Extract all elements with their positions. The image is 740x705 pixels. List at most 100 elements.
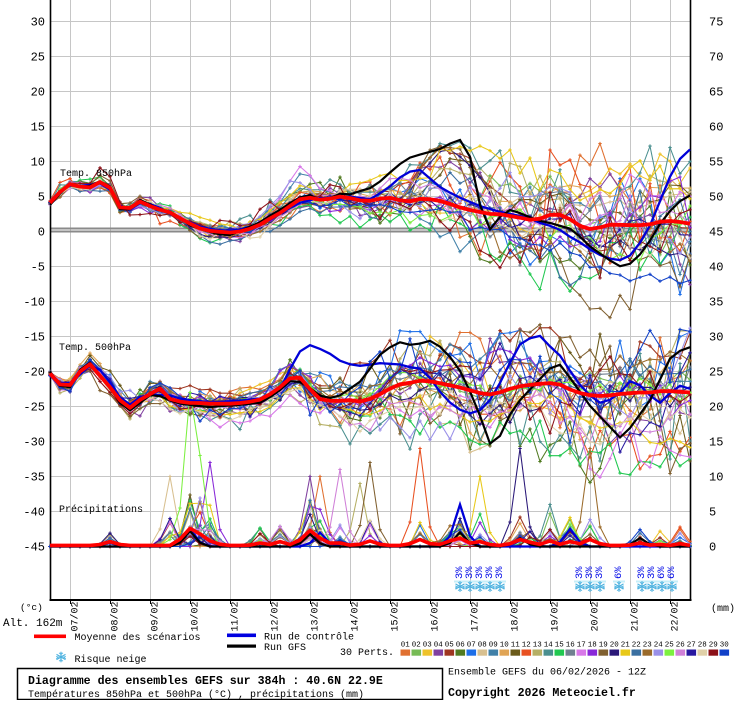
- svg-text:3%: 3%: [484, 566, 496, 579]
- svg-text:3%: 3%: [636, 566, 648, 579]
- svg-text:21: 21: [621, 642, 631, 650]
- svg-text:10: 10: [709, 471, 723, 485]
- svg-text:Temp. 500hPa: Temp. 500hPa: [59, 342, 131, 354]
- svg-text:07: 07: [467, 642, 476, 650]
- svg-text:3%: 3%: [574, 566, 586, 579]
- svg-text:-25: -25: [23, 401, 45, 415]
- svg-text:(°c): (°c): [20, 602, 43, 613]
- svg-text:-35: -35: [23, 471, 45, 485]
- svg-text:3%: 3%: [474, 566, 486, 579]
- svg-text:Alt. 162m: Alt. 162m: [3, 618, 63, 630]
- svg-text:3%: 3%: [594, 566, 606, 579]
- svg-text:55: 55: [709, 156, 723, 170]
- svg-text:07/02: 07/02: [70, 601, 82, 631]
- svg-text:-20: -20: [23, 366, 45, 380]
- svg-text:10: 10: [31, 156, 45, 170]
- svg-text:28: 28: [698, 642, 707, 650]
- svg-text:75: 75: [709, 16, 723, 30]
- svg-text:-30: -30: [23, 436, 45, 450]
- svg-text:6%: 6%: [666, 566, 678, 579]
- svg-text:17: 17: [577, 642, 586, 650]
- svg-text:08: 08: [478, 642, 487, 650]
- svg-text:01: 01: [401, 642, 411, 650]
- svg-text:5: 5: [38, 191, 45, 205]
- svg-text:Run de contrôle: Run de contrôle: [264, 632, 354, 644]
- svg-text:18: 18: [588, 642, 597, 650]
- svg-text:15: 15: [709, 436, 723, 450]
- svg-text:15: 15: [31, 121, 45, 135]
- svg-text:08/02: 08/02: [110, 601, 122, 631]
- svg-text:20/02: 20/02: [590, 601, 602, 631]
- svg-text:11: 11: [511, 642, 521, 650]
- svg-text:3%: 3%: [646, 566, 658, 579]
- svg-text:20: 20: [610, 642, 620, 650]
- svg-text:17/02: 17/02: [470, 601, 482, 631]
- svg-text:12: 12: [522, 642, 531, 650]
- svg-text:14: 14: [544, 642, 554, 650]
- svg-text:-10: -10: [23, 296, 45, 310]
- svg-text:25: 25: [31, 51, 45, 65]
- svg-text:30 Perts.: 30 Perts.: [340, 648, 394, 659]
- svg-text:13: 13: [533, 642, 543, 650]
- svg-text:03: 03: [423, 642, 433, 650]
- svg-text:06: 06: [456, 642, 466, 650]
- svg-text:15/02: 15/02: [390, 601, 402, 631]
- svg-text:Précipitations: Précipitations: [59, 504, 143, 516]
- svg-text:19: 19: [599, 642, 608, 650]
- svg-text:30: 30: [709, 331, 723, 345]
- svg-text:20: 20: [709, 401, 723, 415]
- svg-text:19/02: 19/02: [550, 601, 562, 631]
- svg-text:30: 30: [720, 642, 730, 650]
- svg-text:-15: -15: [23, 331, 45, 345]
- svg-text:18/02: 18/02: [510, 601, 522, 631]
- svg-text:Températures 850hPa et 500hPa: Températures 850hPa et 500hPa (°C) , pré…: [28, 689, 364, 700]
- svg-text:05: 05: [445, 642, 455, 650]
- svg-text:70: 70: [709, 51, 723, 65]
- svg-text:04: 04: [434, 642, 444, 650]
- svg-text:-5: -5: [31, 261, 45, 275]
- svg-text:45: 45: [709, 226, 723, 240]
- svg-text:Ensemble GEFS du 06/02/2026 -: Ensemble GEFS du 06/02/2026 - 12Z: [448, 667, 646, 679]
- svg-text:3%: 3%: [464, 566, 476, 579]
- svg-text:15: 15: [555, 642, 565, 650]
- svg-text:27: 27: [687, 642, 696, 650]
- svg-text:10/02: 10/02: [190, 601, 202, 631]
- svg-text:10: 10: [500, 642, 510, 650]
- svg-text:11/02: 11/02: [230, 601, 242, 631]
- svg-text:-45: -45: [23, 541, 45, 555]
- svg-text:Risque neige: Risque neige: [75, 654, 147, 666]
- svg-text:09/02: 09/02: [150, 601, 162, 631]
- svg-text:13/02: 13/02: [310, 601, 322, 631]
- svg-text:Run GFS: Run GFS: [264, 643, 306, 654]
- svg-text:40: 40: [709, 261, 723, 275]
- svg-text:25: 25: [665, 642, 675, 650]
- svg-text:Copyright 2026 Meteociel.fr: Copyright 2026 Meteociel.fr: [448, 687, 636, 700]
- svg-text:60: 60: [709, 121, 723, 135]
- svg-text:24: 24: [654, 642, 664, 650]
- svg-text:Diagramme des ensembles GEFS s: Diagramme des ensembles GEFS sur 384h : …: [28, 675, 383, 688]
- svg-text:16: 16: [566, 642, 576, 650]
- svg-text:22/02: 22/02: [670, 601, 682, 631]
- svg-text:26: 26: [676, 642, 686, 650]
- svg-text:35: 35: [709, 296, 723, 310]
- svg-text:16/02: 16/02: [430, 601, 442, 631]
- svg-text:25: 25: [709, 366, 723, 380]
- svg-text:3%: 3%: [584, 566, 596, 579]
- svg-text:6%: 6%: [613, 566, 625, 579]
- svg-text:Temp. 850hPa: Temp. 850hPa: [60, 168, 132, 180]
- svg-text:3%: 3%: [454, 566, 466, 579]
- svg-text:(mm): (mm): [711, 603, 735, 615]
- svg-text:6%: 6%: [656, 566, 668, 579]
- svg-text:12/02: 12/02: [270, 601, 282, 631]
- svg-text:65: 65: [709, 86, 723, 100]
- svg-text:-40: -40: [23, 506, 45, 520]
- svg-text:0: 0: [709, 541, 716, 555]
- svg-text:29: 29: [709, 642, 718, 650]
- svg-text:0: 0: [38, 226, 45, 240]
- svg-text:02: 02: [412, 642, 421, 650]
- svg-text:22: 22: [632, 642, 641, 650]
- svg-text:3%: 3%: [494, 566, 506, 579]
- svg-text:30: 30: [31, 16, 45, 30]
- svg-text:21/02: 21/02: [630, 601, 642, 631]
- svg-text:5: 5: [709, 506, 716, 520]
